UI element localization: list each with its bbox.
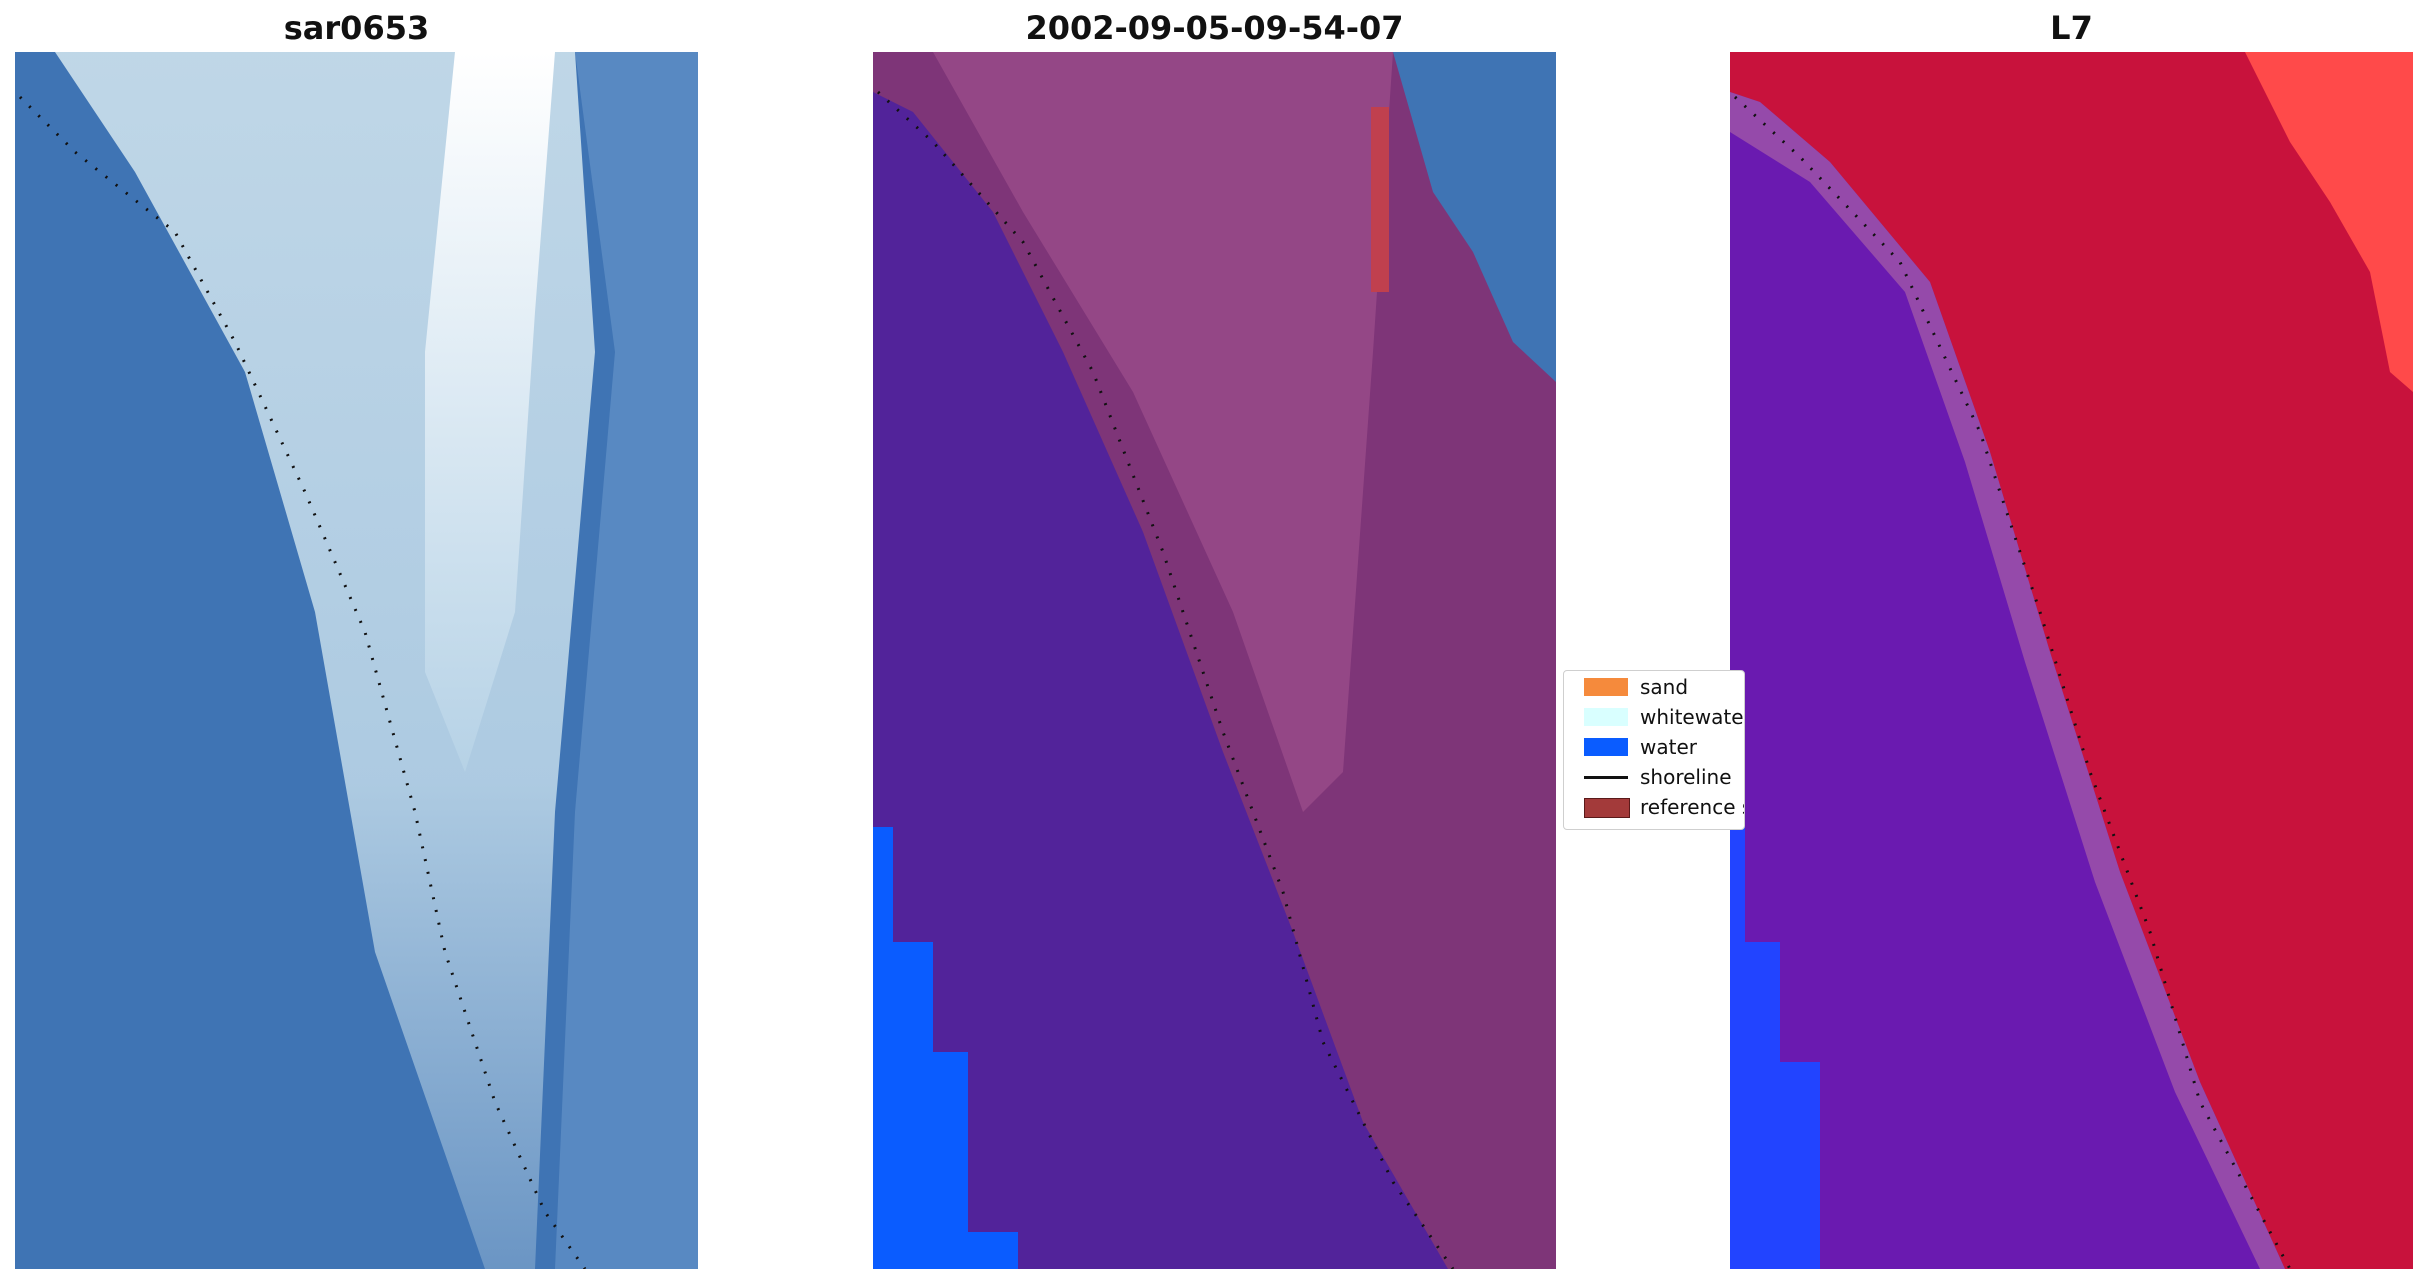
falsecolor-bright	[2245, 52, 2413, 392]
falsecolor-transition	[1730, 92, 2285, 1269]
classified-water	[873, 827, 1018, 1269]
falsecolor-blue	[1730, 827, 1820, 1269]
legend-label-whitewater: whitewater	[1640, 705, 1745, 729]
reference-swatch	[1584, 798, 1630, 818]
legend-label-water: water	[1640, 735, 1697, 759]
falsecolor-shoreline-dots	[1733, 95, 2292, 1269]
panel-title-falsecolor: L7	[2050, 9, 2093, 47]
classified-land-light	[933, 52, 1393, 812]
panel-title-classified: 2002-09-05-09-54-07	[1025, 9, 1404, 47]
sand-swatch	[1584, 678, 1628, 696]
classified-image-panel	[873, 52, 1556, 1269]
shoreline-line-swatch	[1584, 776, 1628, 779]
falsecolor-land	[1730, 52, 2413, 1269]
legend: sand whitewater water shoreline referenc…	[1563, 670, 1745, 830]
water-swatch	[1584, 738, 1628, 756]
panel-title-rgb: sar0653	[283, 9, 430, 47]
legend-label-sand: sand	[1640, 675, 1689, 699]
legend-label-shoreline: shoreline	[1640, 765, 1732, 789]
falsecolor-image-panel	[1730, 52, 2413, 1269]
rgb-whitewater-streak	[425, 52, 555, 772]
whitewater-swatch	[1584, 708, 1628, 726]
reference-shoreline-box	[1371, 107, 1389, 292]
legend-label-reference: reference shoreline	[1640, 795, 1744, 819]
classified-water-top	[1393, 52, 1556, 382]
classified-land	[873, 52, 1556, 1269]
rgb-shore-strip	[555, 52, 698, 1269]
rgb-image-panel	[15, 52, 698, 1269]
